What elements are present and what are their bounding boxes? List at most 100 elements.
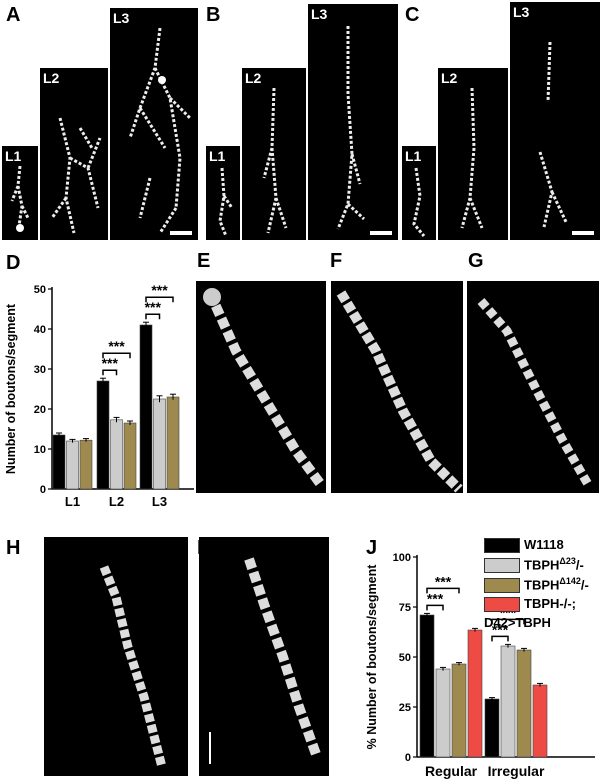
bar [484, 698, 500, 758]
significance-label: *** [108, 338, 125, 354]
significance-bracket [102, 352, 131, 359]
micrograph-b-l2: L2 [242, 68, 306, 240]
bar [516, 649, 532, 758]
micrograph-a-l1: L1 [2, 146, 38, 240]
y-tick-label: 30 [34, 364, 46, 376]
legend-superscript: Δ142 [559, 576, 581, 586]
x-tick-label: L1 [65, 494, 80, 509]
legend-label-tail: /- [580, 577, 589, 593]
segment-label: L1 [209, 148, 226, 164]
panel-label-j: J [366, 537, 378, 559]
panel-label-a: A [6, 4, 21, 26]
micrograph-i [199, 537, 329, 776]
y-tick-label: 20 [34, 404, 46, 416]
bar [451, 663, 467, 758]
bar [467, 629, 483, 758]
micrograph-g [467, 281, 599, 493]
segment-label: L1 [405, 148, 422, 164]
significance-label: *** [435, 573, 452, 589]
y-tick-label: 75 [399, 602, 411, 614]
significance-bracket [491, 618, 525, 625]
legend-superscript: Δ23 [559, 556, 576, 566]
x-tick-label: Regular [425, 763, 478, 779]
legend-item-w1118: W1118 [484, 537, 564, 554]
micrograph-c-l3: L3 [510, 2, 600, 240]
significance-label: *** [151, 282, 168, 298]
x-tick-label: Irregular [488, 763, 545, 779]
panel-label-h: H [6, 537, 21, 559]
chart-d: 0 10 20 30 40 50 Number of boutons/segment L1 L2… [4, 282, 194, 509]
segment-label: L2 [441, 70, 458, 86]
panel-label-b: B [206, 4, 221, 26]
y-tick-label: 50 [399, 652, 411, 664]
bar [153, 398, 166, 490]
y-tick-label: 25 [399, 702, 411, 714]
legend-label: D42>TBPH [484, 615, 551, 630]
y-tick-label: 40 [34, 324, 46, 336]
legend-label-tail: /- [575, 557, 584, 573]
bar [500, 645, 516, 758]
significance-bracket [426, 587, 460, 594]
micrograph-c-l1: L1 [402, 146, 436, 240]
panel-label-f: F [330, 250, 343, 272]
scale-bar [170, 231, 192, 235]
bar [123, 422, 137, 490]
significance-label: *** [102, 355, 119, 371]
micrograph-b-l1: L1 [206, 146, 240, 240]
panel-label-e: E [197, 250, 211, 272]
significance-label: *** [145, 299, 162, 315]
chart-j: 0 25 50 75 100 % Number of boutons/segment Reg… [365, 552, 595, 779]
legend-label: TBPH [524, 557, 560, 573]
significance-label: *** [427, 590, 444, 606]
legend-label: W1118 [524, 537, 564, 552]
panel-label-c: C [405, 4, 420, 26]
bar [139, 324, 153, 490]
panel-label-d: D [6, 252, 21, 274]
micrograph-f [331, 281, 463, 493]
bar [79, 439, 93, 490]
segment-label: L3 [311, 6, 328, 22]
scale-bar [572, 231, 594, 235]
x-tick-label: L3 [152, 494, 167, 509]
significance-bracket [426, 604, 444, 611]
bar [110, 419, 123, 490]
y-tick-label: 10 [34, 444, 46, 456]
y-axis-label: Number of boutons/segment [4, 303, 18, 474]
bar [419, 614, 435, 758]
panel-label-g: G [468, 250, 484, 272]
scale-bar [209, 732, 211, 764]
segment-label: L2 [43, 70, 60, 86]
micrograph-a-l3: L3 [110, 8, 198, 240]
significance-bracket [145, 313, 161, 320]
bar [52, 434, 66, 490]
bar [66, 440, 79, 490]
y-axis-label: % Number of boutons/segment [365, 564, 379, 750]
bar [532, 684, 548, 758]
bar [166, 396, 180, 490]
segment-label: L2 [245, 70, 262, 86]
bar [435, 668, 451, 758]
micrograph-c-l2: L2 [438, 68, 508, 240]
legend-item-rescue-line2: D42>TBPH [484, 615, 551, 630]
micrograph-a-l2: L2 [40, 68, 108, 240]
significance-bracket [491, 635, 509, 642]
legend-label: TBPH-/-; [524, 596, 576, 611]
significance-bracket [102, 369, 118, 376]
legend: W1118 TBPHΔ23/- TBPHΔ142/- TBPH-/-; D42>… [484, 537, 603, 652]
micrograph-e [196, 281, 326, 493]
significance-bracket [145, 296, 174, 303]
scale-bar [370, 231, 392, 235]
legend-swatch [484, 538, 520, 554]
segment-label: L3 [113, 10, 130, 26]
legend-swatch [484, 558, 520, 574]
significance-label: *** [492, 621, 509, 637]
legend-swatch [484, 597, 520, 613]
y-tick-label: 0 [40, 484, 46, 496]
y-tick-label: 0 [405, 752, 411, 764]
legend-item-tbph142: TBPHΔ142/- [484, 576, 589, 594]
legend-label: TBPH [524, 577, 560, 593]
segment-label: L1 [5, 148, 22, 164]
segment-label: L3 [513, 4, 530, 20]
micrograph-b-l3: L3 [308, 4, 398, 240]
y-tick-label: 100 [393, 552, 411, 564]
